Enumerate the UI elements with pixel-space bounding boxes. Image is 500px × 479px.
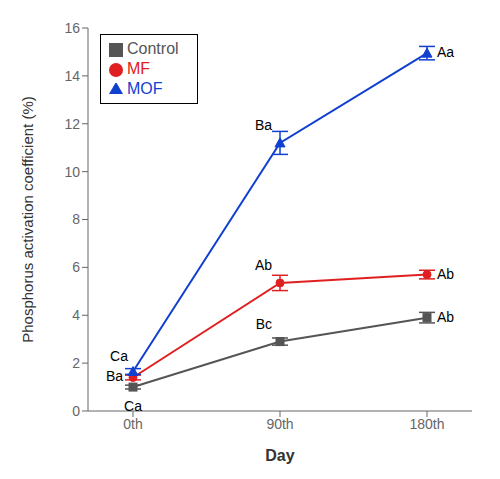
svg-text:Bc: Bc — [256, 316, 272, 332]
svg-text:0th: 0th — [123, 416, 142, 432]
svg-text:Ba: Ba — [255, 117, 272, 133]
svg-text:8: 8 — [72, 211, 80, 227]
svg-text:Ab: Ab — [437, 309, 454, 325]
svg-text:Ca: Ca — [124, 398, 142, 411]
svg-text:Ab: Ab — [437, 266, 454, 282]
svg-text:6: 6 — [72, 259, 80, 275]
svg-text:Day: Day — [265, 447, 294, 464]
svg-text:16: 16 — [64, 20, 80, 36]
html-text:MF: MF — [127, 60, 151, 77]
svg-text:Phosphorus activation coeffici: Phosphorus activation coefficient (%) — [19, 96, 36, 343]
svg-text:90th: 90th — [266, 416, 293, 432]
svg-text:2: 2 — [72, 355, 80, 371]
html-text:MOF: MOF — [127, 80, 163, 97]
svg-text:Ab: Ab — [255, 257, 272, 273]
svg-text:180th: 180th — [409, 416, 444, 432]
svg-text:4: 4 — [72, 307, 80, 323]
svg-text:Aa: Aa — [437, 44, 454, 60]
svg-text:0: 0 — [72, 403, 80, 419]
svg-text:14: 14 — [64, 68, 80, 84]
svg-text:12: 12 — [64, 116, 80, 132]
html-text:Control: Control — [127, 40, 179, 57]
svg-text:Ba: Ba — [106, 368, 123, 384]
svg-text:10: 10 — [64, 164, 80, 180]
svg-text:Ca: Ca — [110, 348, 128, 364]
